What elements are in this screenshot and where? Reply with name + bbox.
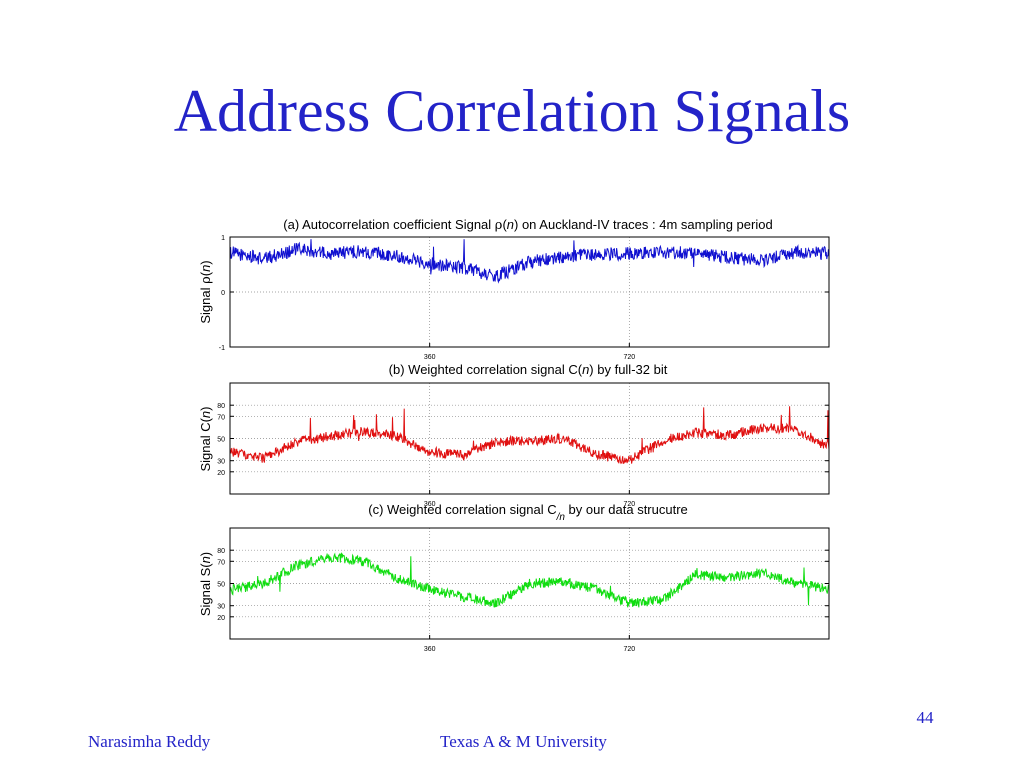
panel-c-ylabel: Signal S(n) [198,552,213,616]
panel-b-ytick-label: 50 [217,437,225,444]
panel-c-title: (c) Weighted correlation signal C/n by o… [368,502,688,523]
panel-b-ytick-label: 20 [217,470,225,477]
panel-a-ticks: -1 0 1 360 720 [219,235,829,361]
panel-c-ytick-label: 20 [217,615,225,622]
panel-a: (a) Autocorrelation coefficient Signal ρ… [198,217,830,361]
panel-a-ytick-label: -1 [219,345,225,352]
panel-a-series-line [229,239,830,284]
panel-b-ytick-label: 70 [217,414,225,421]
panel-a-ytick-label: 0 [221,290,225,297]
panel-a-ylabel: Signal ρ(n) [198,260,214,323]
panel-c-ytick-label: 70 [217,559,225,566]
panel-b-ytick-label: 80 [217,403,225,410]
panel-a-title: (a) Autocorrelation coefficient Signal ρ… [283,217,772,233]
footer-author: Narasimha Reddy [88,732,211,751]
panel-c-ytick-label: 30 [217,604,225,611]
footer-university: Texas A & M University [440,732,607,751]
panel-a-ytick-label: 1 [221,235,225,242]
panel-b-title: (b) Weighted correlation signal C(n) by … [389,362,668,377]
page-number: 44 [916,708,934,727]
slide-title: Address Correlation Signals [173,78,851,144]
panel-c-series-line [229,552,830,608]
panel-b: (b) Weighted correlation signal C(n) by … [198,362,830,508]
panel-c-ticks: 20 30 50 70 80 360 720 [217,548,829,653]
panel-c-xtick-label: 360 [424,646,436,653]
panel-b-ticks: 20 30 50 70 80 360 720 [217,403,829,508]
panel-b-ytick-label: 30 [217,459,225,466]
panel-c-ytick-label: 50 [217,582,225,589]
panel-b-series-line [229,406,830,465]
panel-c: (c) Weighted correlation signal C/n by o… [198,502,830,653]
panel-b-ylabel: Signal C(n) [198,406,213,471]
panel-a-xtick-label: 360 [424,354,436,361]
panel-a-xtick-label: 720 [623,354,635,361]
panel-b-xtick-label: 360 [424,501,436,508]
panel-b-xtick-label: 720 [623,501,635,508]
panel-c-grid [230,528,829,639]
panel-c-xtick-label: 720 [623,646,635,653]
panel-c-ytick-label: 80 [217,548,225,555]
